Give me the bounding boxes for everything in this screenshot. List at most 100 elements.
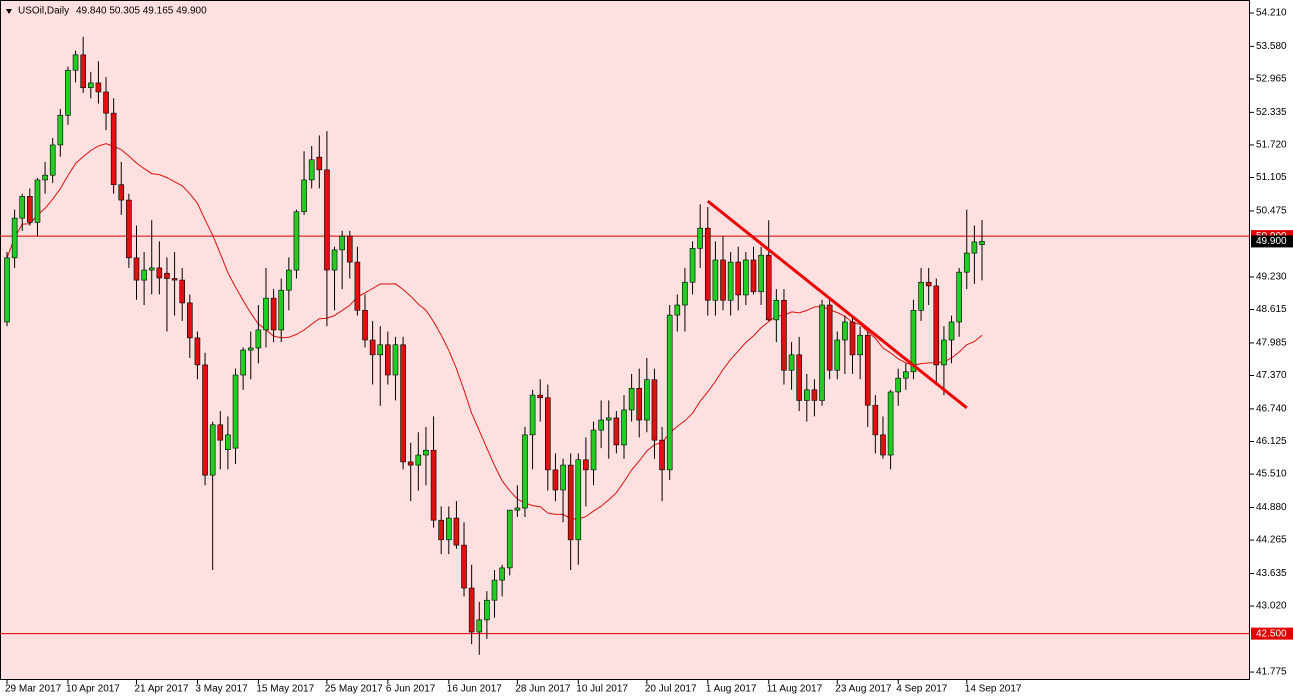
ohlc-text: 49.840 50.305 49.165 49.900 [76,6,207,17]
candle-body-down [217,424,224,441]
candle-body-up [476,619,483,633]
y-tick-label: 44.265 [1256,535,1287,546]
candle-body-up [674,304,681,316]
y-tick-label: 46.125 [1256,436,1287,447]
candle-body-up [57,114,64,146]
candle-body-up [65,69,71,116]
candle-body-down [316,156,323,171]
candle-body-down [925,281,932,287]
candle-body-up [255,329,262,349]
x-tick-label: 25 May 2017 [325,684,383,695]
y-tick-label: 45.510 [1256,469,1287,480]
candle-body-down [202,364,208,476]
candle-body-down [796,354,802,401]
candle-body-up [956,271,962,323]
candle-body-up [141,269,147,281]
candle-body-down [461,544,467,589]
candle-body-down [369,339,376,356]
candle-body-down [187,302,193,339]
candle-body-up [529,394,536,436]
candle-body-up [621,409,627,446]
candle-body-up [225,434,231,451]
candle-body-up [209,424,216,476]
candle-body-down [720,259,726,301]
candle-body-up [491,579,498,601]
candle-body-up [499,567,505,581]
last-price-bg [1251,235,1293,248]
y-tick-label: 47.370 [1256,370,1287,381]
candle-body-up [743,259,749,296]
candle-body-down [583,459,589,471]
candle-body-down [27,196,33,223]
candle-body-down [872,404,879,436]
level-label-bg [1251,627,1293,640]
candle-body-down [468,587,475,633]
candle-body-up [11,217,18,259]
candle-body-down [171,278,178,281]
candle-body-up [514,507,521,511]
candle-body-up [506,509,513,569]
candle-body-up [948,321,955,341]
candle-body-up [445,517,452,541]
candle-body-up [415,454,422,466]
candle-body-down [826,304,833,371]
candle-body-down [781,299,787,371]
candle-body-up [263,297,269,331]
y-tick-label: 44.880 [1256,502,1287,513]
candle-body-down [765,254,772,321]
candle-body-up [819,304,825,401]
candle-body-up [4,257,10,323]
candle-body-up [842,321,848,341]
plot-area [0,0,1250,680]
candle-body-down [164,272,170,279]
y-tick-label: 49.230 [1256,272,1287,283]
candle-body-down [346,235,353,263]
candle-body-up [484,599,490,621]
candle-body-down [880,434,886,456]
candle-body-down [864,334,871,406]
candle-body-up [773,299,780,321]
candle-body-down [811,389,818,401]
candle-body-down [933,285,940,366]
candle-body-up [240,349,246,376]
x-tick-label: 4 Sep 2017 [896,684,948,695]
x-tick-label: 6 Jun 2017 [386,684,436,695]
candle-body-up [712,259,719,301]
candle-body-up [644,379,650,421]
x-tick-label: 3 May 2017 [195,684,248,695]
y-tick-label: 46.740 [1256,404,1287,415]
candle-body-down [103,91,109,114]
x-tick-label: 1 Aug 2017 [706,684,757,695]
candle-body-up [963,252,970,273]
candle-body-down [704,227,711,301]
candle-body-down [636,387,643,421]
x-tick-label: 21 Apr 2017 [134,684,188,695]
x-tick-label: 20 Jul 2017 [645,684,697,695]
candle-body-down [659,439,665,471]
y-tick-label: 43.635 [1256,568,1287,579]
candle-body-down [735,261,742,296]
candle-body-down [270,297,277,331]
candle-body-up [758,254,764,293]
candle-body-down [567,464,574,541]
candle-body-down [126,199,132,259]
candle-body-down [354,261,361,311]
trendline [706,199,968,410]
candle-body-up [628,387,635,411]
candle-body-down [324,169,330,271]
candle-body-down [750,259,757,293]
y-tick-label: 50.475 [1256,206,1287,217]
candle-body-up [727,261,734,301]
candle-body-down [362,310,368,341]
y-tick-label: 51.720 [1256,140,1287,151]
y-tick-label: 52.965 [1256,74,1287,85]
candle-body-up [887,391,894,456]
candle-body-down [95,82,102,93]
candle-body-up [804,389,810,401]
y-tick-label: 53.580 [1256,41,1287,52]
candle-body-down [552,469,559,491]
x-tick-label: 28 Jun 2017 [515,684,570,695]
candle-body-up [308,159,315,181]
candle-body-up [605,417,612,421]
candle-body-up [286,269,292,291]
